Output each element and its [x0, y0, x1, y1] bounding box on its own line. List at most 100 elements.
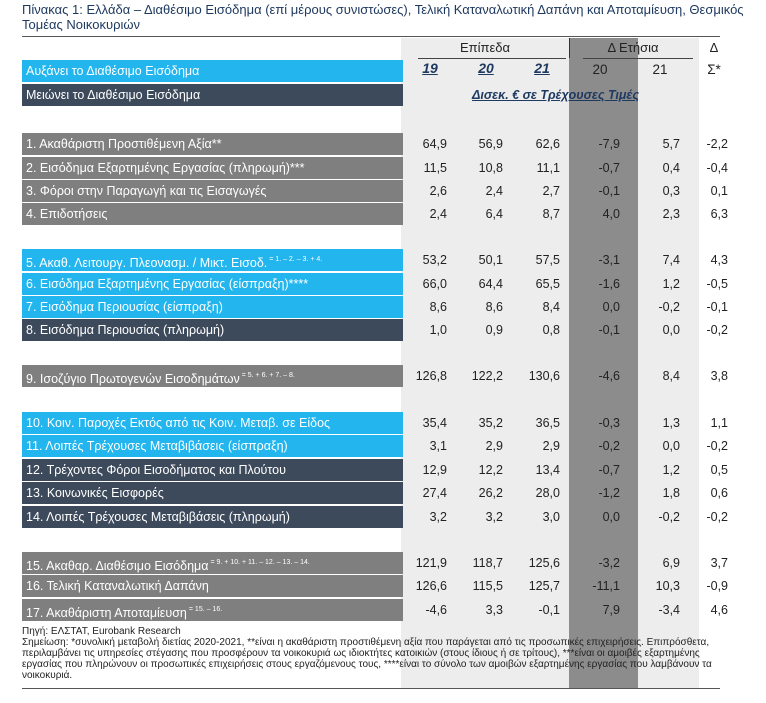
row-value: 65,5: [535, 277, 560, 291]
row-value: 3,2: [429, 510, 447, 524]
header-annual: Δ Ετήσια: [607, 40, 659, 55]
row-value: -0,2: [598, 439, 620, 453]
title-divider: [22, 36, 720, 37]
row-value: 121,9: [415, 556, 447, 570]
row-value: 8,4: [542, 300, 560, 314]
row-value: 13,4: [535, 463, 560, 477]
table-title: Πίνακας 1: Ελλάδα – Διαθέσιμο Εισόδημα (…: [22, 2, 744, 32]
row-value: 7,4: [662, 253, 680, 267]
annual-21-column-band: [638, 38, 699, 688]
row-value: 35,2: [478, 416, 503, 430]
row-label-text: 1. Ακαθάριστη Προστιθέμενη Αξία**: [26, 137, 222, 151]
row-value: 0,1: [710, 184, 728, 198]
row-value: 12,9: [422, 463, 447, 477]
bottom-divider: [22, 688, 720, 689]
row-label: 1. Ακαθάριστη Προστιθέμενη Αξία**: [22, 133, 403, 155]
row-value: -0,1: [598, 323, 620, 337]
row-value: 36,5: [535, 416, 560, 430]
levels-underline: [418, 58, 566, 59]
row-label: 8. Εισόδημα Περιουσίας (πληρωμή): [22, 319, 403, 341]
row-value: 0,0: [602, 300, 620, 314]
annual-20-column-band: [569, 38, 638, 688]
legend-decrease: Μειώνει το Διαθέσιμο Εισόδημα: [22, 84, 403, 106]
row-value: 3,0: [542, 510, 560, 524]
row-value: 0,5: [710, 463, 728, 477]
annual-underline: [583, 58, 693, 59]
row-value: 126,8: [415, 369, 447, 383]
row-label: 9. Ισοζύγιο Πρωτογενών Εισοδημάτων = 5. +…: [22, 365, 403, 387]
year-19: 19: [422, 60, 438, 76]
row-value: 64,4: [478, 277, 503, 291]
row-value: 2,4: [485, 184, 503, 198]
row-value: 66,0: [422, 277, 447, 291]
row-value: 3,1: [429, 439, 447, 453]
header-delta: Δ: [709, 40, 719, 55]
row-value: 6,4: [485, 207, 503, 221]
row-value: 5,7: [662, 137, 680, 151]
row-value: 4,6: [710, 603, 728, 617]
row-value: 0,8: [542, 323, 560, 337]
row-value: 2,4: [429, 207, 447, 221]
row-formula: = 5. + 6. + 7. – 8.: [241, 372, 295, 379]
header-cumulative: Σ*: [707, 62, 721, 77]
row-value: -0,2: [658, 300, 680, 314]
row-value: 57,5: [535, 253, 560, 267]
row-value: 0,0: [602, 510, 620, 524]
row-value: 1,2: [662, 277, 680, 291]
row-value: 1,3: [662, 416, 680, 430]
row-value: -1,2: [598, 486, 620, 500]
row-value: 8,6: [485, 300, 503, 314]
row-label: 16. Τελική Καταναλωτική Δαπάνη: [22, 575, 403, 597]
row-formula: = 1. – 2. – 3. + 4.: [269, 256, 323, 263]
row-value: 2,6: [429, 184, 447, 198]
row-value: 64,9: [422, 137, 447, 151]
row-label: 13. Κοινωνικές Εισφορές: [22, 482, 403, 504]
row-value: -3,1: [598, 253, 620, 267]
row-label: 7. Εισόδημα Περιουσίας (είσπραξη): [22, 296, 403, 318]
row-value: -0,7: [598, 161, 620, 175]
notes-block: Πηγή: ΕΛΣΤΑΤ, Eurobank Research Σημείωση…: [22, 626, 742, 681]
row-label-text: 16. Τελική Καταναλωτική Δαπάνη: [26, 579, 209, 593]
row-value: 35,4: [422, 416, 447, 430]
row-value: 12,2: [478, 463, 503, 477]
year-21: 21: [534, 60, 550, 76]
row-value: 125,7: [528, 579, 560, 593]
row-value: 118,7: [472, 556, 503, 570]
row-label-text: 3. Φόροι στην Παραγωγή και τις Εισαγωγές: [26, 184, 267, 198]
row-label: 2. Εισόδημα Εξαρτημένης Εργασίας (πληρωμ…: [22, 157, 403, 179]
row-value: 6,9: [662, 556, 680, 570]
row-value: 1,1: [710, 416, 728, 430]
row-value: 1,8: [662, 486, 680, 500]
row-value: 126,6: [415, 579, 447, 593]
row-value: -0,9: [706, 579, 728, 593]
annual-year-21: 21: [652, 62, 668, 77]
row-label-text: 17. Ακαθάριστη Αποταμίευση: [26, 606, 187, 620]
row-value: 4,0: [602, 207, 620, 221]
row-value: -11,1: [592, 579, 620, 593]
row-label: 3. Φόροι στην Παραγωγή και τις Εισαγωγές: [22, 180, 403, 202]
row-value: -0,4: [706, 161, 728, 175]
notes-text: Σημείωση: *συνολική μεταβολή διετίας 202…: [22, 637, 712, 681]
row-value: -4,6: [425, 603, 447, 617]
row-label: 14. Λοιπές Τρέχουσες Μεταβιβάσεις (πληρω…: [22, 506, 403, 528]
row-value: -3,2: [598, 556, 620, 570]
row-value: 6,3: [710, 207, 728, 221]
row-value: 2,3: [662, 207, 680, 221]
row-value: -3,4: [658, 603, 680, 617]
row-label: 10. Κοιν. Παροχές Εκτός από τις Κοιν. Με…: [22, 412, 403, 434]
row-label-text: 6. Εισόδημα Εξαρτημένης Εργασίας (είσπρα…: [26, 277, 309, 291]
row-value: 7,9: [602, 603, 620, 617]
row-value: -0,2: [706, 323, 728, 337]
row-value: 28,0: [535, 486, 560, 500]
row-value: -0,1: [706, 300, 728, 314]
row-label-text: 14. Λοιπές Τρέχουσες Μεταβιβάσεις (πληρω…: [26, 510, 290, 524]
row-value: 3,7: [710, 556, 728, 570]
row-value: 0,6: [710, 486, 728, 500]
row-label: 15. Ακαθαρ. Διαθέσιμο Εισόδημα = 9. + 10.…: [22, 552, 403, 574]
row-label-text: 12. Τρέχοντες Φόροι Εισοδήματος και Πλού…: [26, 463, 286, 477]
row-value: -0,2: [658, 510, 680, 524]
row-value: 1,0: [429, 323, 447, 337]
row-value: 2,9: [542, 439, 560, 453]
row-label: 12. Τρέχοντες Φόροι Εισοδήματος και Πλού…: [22, 459, 403, 481]
year-20: 20: [478, 60, 494, 76]
